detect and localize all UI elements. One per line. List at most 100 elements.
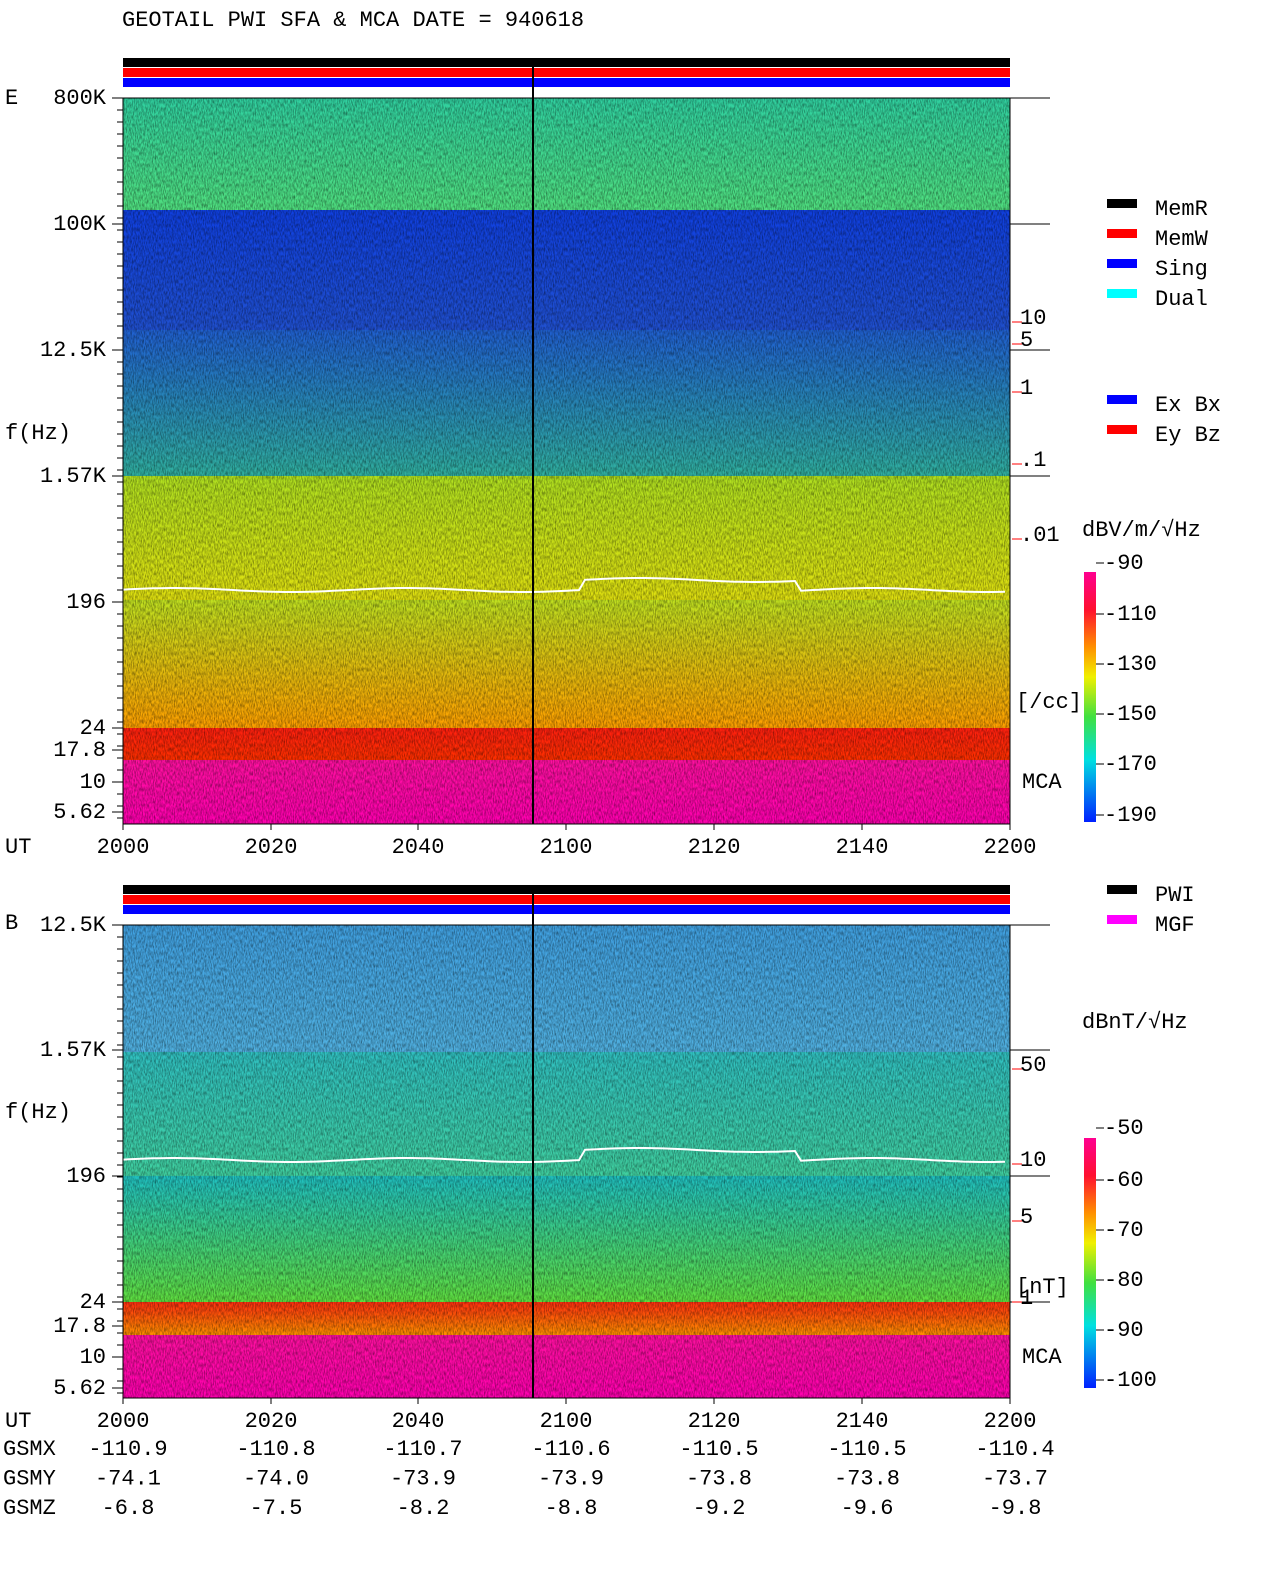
legend-swatch: [1107, 395, 1137, 404]
x-tick-label: 2000: [97, 835, 150, 860]
panel-label: E: [5, 86, 18, 111]
y-tick-label: 5.62: [53, 1376, 106, 1401]
orbit-value: -74.1: [95, 1466, 161, 1491]
status-bar: [123, 68, 1010, 77]
colorbar-unit: dBnT/√Hz: [1082, 1010, 1188, 1035]
colorbar-tick-label: -80: [1104, 1268, 1144, 1293]
status-bar: [123, 895, 1010, 904]
status-bar: [123, 885, 1010, 894]
colorbar-tick-label: -90: [1104, 551, 1144, 576]
colorbar-tick-label: -60: [1104, 1168, 1144, 1193]
x-axis-label: UT: [5, 1409, 31, 1434]
orbit-value: -110.5: [827, 1437, 906, 1462]
colorbar: [1084, 572, 1096, 822]
y-tick-label: 12.5K: [40, 913, 107, 938]
orbit-value: -110.7: [383, 1437, 462, 1462]
orbit-label: GSMX: [3, 1437, 56, 1462]
legend-swatch: [1107, 885, 1137, 894]
colorbar-tick-label: -190: [1104, 803, 1157, 828]
status-bar: [123, 905, 1010, 914]
colorbar-tick-label: -90: [1104, 1318, 1144, 1343]
y-tick-label: 1.57K: [40, 464, 107, 489]
legend-swatch: [1107, 289, 1137, 298]
orbit-value: -73.9: [390, 1466, 456, 1491]
colorbar-tick-label: -50: [1104, 1116, 1144, 1141]
density-label: 5: [1020, 1205, 1033, 1230]
density-unit: [/cc]: [1016, 690, 1082, 715]
plasma-line: [122, 1147, 1006, 1163]
y-tick-label: 100K: [53, 212, 107, 237]
density-label: 50: [1020, 1053, 1046, 1078]
x-tick-label: 2200: [984, 1409, 1037, 1434]
colorbar-unit: dBV/m/√Hz: [1082, 518, 1201, 543]
orbit-value: -110.6: [531, 1437, 610, 1462]
orbit-value: -110.4: [975, 1437, 1054, 1462]
x-axis-label: UT: [5, 835, 31, 860]
colorbar: [1084, 1138, 1096, 1388]
x-tick-label: 2000: [97, 1409, 150, 1434]
x-tick-label: 2040: [392, 835, 445, 860]
colorbar-tick-label: -110: [1104, 602, 1157, 627]
orbit-value: -110.9: [88, 1437, 167, 1462]
density-label: .1: [1020, 448, 1046, 473]
status-bar: [123, 78, 1010, 87]
legend-swatch: [1107, 199, 1137, 208]
legend-label: MemR: [1155, 197, 1208, 222]
x-tick-label: 2200: [984, 835, 1037, 860]
legend-swatch: [1107, 229, 1137, 238]
orbit-value: -9.8: [989, 1496, 1042, 1521]
y-tick-label: 196: [66, 590, 106, 615]
y-tick-label: 10: [80, 770, 106, 795]
colorbar-tick-label: -170: [1104, 752, 1157, 777]
density-label: 1: [1020, 1286, 1033, 1311]
orbit-value: -6.8: [102, 1496, 155, 1521]
density-label: 10: [1020, 306, 1046, 331]
colorbar-tick-label: -100: [1104, 1368, 1157, 1393]
legend-swatch: [1107, 915, 1137, 924]
legend-label: Ey Bz: [1155, 423, 1221, 448]
x-tick-label: 2140: [836, 1409, 889, 1434]
status-bar: [123, 58, 1010, 67]
orbit-value: -9.2: [693, 1496, 746, 1521]
x-tick-label: 2120: [688, 835, 741, 860]
orbit-value: -73.8: [834, 1466, 900, 1491]
density-label: 10: [1020, 1148, 1046, 1173]
y-tick-label: 1.57K: [40, 1038, 107, 1063]
orbit-value: -8.8: [545, 1496, 598, 1521]
y-tick-label: 10: [80, 1345, 106, 1370]
orbit-value: -73.8: [686, 1466, 752, 1491]
y-tick-label: 800K: [53, 86, 107, 111]
orbit-label: GSMY: [3, 1466, 56, 1491]
x-tick-label: 2040: [392, 1409, 445, 1434]
colorbar-tick-label: -130: [1104, 652, 1157, 677]
orbit-value: -110.5: [679, 1437, 758, 1462]
orbit-value: -9.6: [841, 1496, 894, 1521]
density-unit: [nT]: [1016, 1275, 1069, 1300]
density-label: .01: [1020, 523, 1060, 548]
legend-label: PWI: [1155, 883, 1195, 908]
y-axis-label: f(Hz): [5, 1100, 71, 1125]
x-tick-label: 2140: [836, 835, 889, 860]
title: GEOTAIL PWI SFA & MCA DATE = 940618: [122, 8, 584, 33]
y-tick-label: 17.8: [53, 1314, 106, 1339]
mca-label: MCA: [1022, 1345, 1062, 1370]
y-tick-label: 17.8: [53, 738, 106, 763]
x-tick-label: 2100: [540, 1409, 593, 1434]
legend-swatch: [1107, 259, 1137, 268]
x-tick-label: 2020: [245, 1409, 298, 1434]
x-tick-label: 2100: [540, 835, 593, 860]
y-axis-label: f(Hz): [5, 421, 71, 446]
density-label: 1: [1020, 376, 1033, 401]
orbit-value: -7.5: [250, 1496, 303, 1521]
legend-label: Sing: [1155, 257, 1208, 282]
orbit-value: -74.0: [243, 1466, 309, 1491]
mca-label: MCA: [1022, 770, 1062, 795]
legend-swatch: [1107, 425, 1137, 434]
orbit-value: -110.8: [236, 1437, 315, 1462]
legend-label: MemW: [1155, 227, 1209, 252]
orbit-value: -73.7: [982, 1466, 1048, 1491]
y-tick-label: 24: [80, 716, 106, 741]
orbit-value: -8.2: [397, 1496, 450, 1521]
x-tick-label: 2120: [688, 1409, 741, 1434]
